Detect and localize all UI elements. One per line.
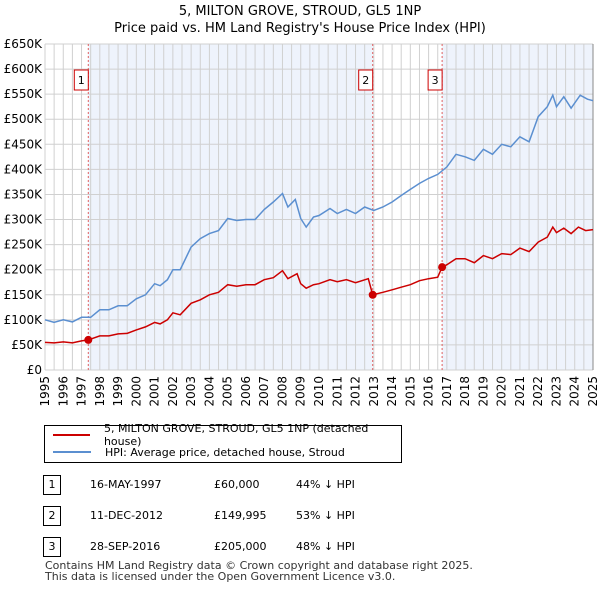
y-tick-label: £550K [4, 87, 44, 101]
y-tick-label: £200K [4, 263, 44, 277]
sale-label-1: 1 [78, 74, 85, 87]
sale-label-3: 3 [432, 74, 439, 87]
x-tick-label: 2022 [531, 376, 545, 407]
sale-price: £205,000 [214, 540, 267, 553]
x-tick-label: 2019 [476, 376, 490, 407]
x-tick-label: 2002 [166, 376, 180, 407]
sale-number-badge: 3 [43, 537, 61, 557]
x-tick-label: 2009 [294, 376, 308, 407]
x-tick-label: 2010 [312, 376, 326, 407]
sale-hpi-diff: 44% ↓ HPI [296, 478, 355, 491]
table-row: 2 11-DEC-2012 £149,995 53% ↓ HPI [0, 506, 600, 526]
legend-label-property: 5, MILTON GROVE, STROUD, GL5 1NP (detach… [103, 422, 369, 448]
sale-label-2: 2 [362, 74, 369, 87]
sale-label-box-2 [358, 69, 374, 91]
legend-item-property: 5, MILTON GROVE, STROUD, GL5 1NP (detach… [53, 422, 401, 448]
y-tick-label: £250K [4, 238, 44, 252]
sale-date: 28-SEP-2016 [90, 540, 161, 553]
sale-number-badge: 2 [43, 506, 61, 526]
x-tick-label: 2015 [403, 376, 417, 407]
x-tick-label: 2021 [513, 376, 527, 407]
legend-swatch-hpi [53, 451, 91, 453]
sale-date: 11-DEC-2012 [90, 509, 164, 522]
legend-swatch-property [53, 434, 90, 436]
shaded-period-3 [442, 44, 593, 370]
footer-copyright: Contains HM Land Registry data © Crown c… [45, 559, 473, 572]
x-tick-label: 2013 [367, 376, 381, 407]
x-tick-label: 1996 [56, 376, 70, 407]
sale-price: £60,000 [214, 478, 260, 491]
sale-number-badge: 1 [43, 475, 61, 495]
sale-point-1 [84, 335, 93, 344]
x-tick-label: 1998 [93, 376, 107, 407]
x-tick-label: 2023 [549, 376, 563, 407]
sale-label-box-1 [73, 69, 89, 91]
sale-point-3 [438, 263, 447, 272]
y-tick-label: £100K [4, 313, 44, 327]
x-tick-label: 2011 [330, 376, 344, 407]
y-tick-label: £450K [4, 137, 44, 151]
sale-label-box-3 [427, 69, 443, 91]
table-row: 3 28-SEP-2016 £205,000 48% ↓ HPI [0, 537, 600, 557]
y-tick-label: £150K [4, 288, 44, 302]
y-tick-label: £500K [4, 112, 44, 126]
sale-date: 16-MAY-1997 [90, 478, 162, 491]
chart-title-line1: 5, MILTON GROVE, STROUD, GL5 1NP [178, 4, 422, 19]
shaded-period-1 [88, 44, 373, 370]
sale-hpi-diff: 48% ↓ HPI [296, 540, 355, 553]
sale-hpi-diff: 53% ↓ HPI [296, 509, 355, 522]
property-price-line [44, 225, 594, 344]
y-tick-label: £50K [11, 338, 43, 352]
y-tick-label: £650K [4, 37, 44, 51]
x-tick-label: 2003 [184, 376, 198, 407]
legend: 5, MILTON GROVE, STROUD, GL5 1NP (detach… [44, 422, 402, 463]
x-tick-label: 1995 [38, 376, 52, 407]
y-tick-label: £350K [4, 187, 44, 201]
x-tick-label: 2025 [586, 376, 600, 407]
chart-title-line2: Price paid vs. HM Land Registry's House … [114, 21, 486, 36]
x-tick-label: 2018 [458, 376, 472, 407]
x-tick-label: 2016 [422, 376, 436, 407]
x-tick-label: 2001 [148, 376, 162, 407]
x-tick-label: 2005 [221, 376, 235, 407]
x-tick-label: 1997 [75, 376, 89, 407]
y-tick-label: £400K [4, 162, 44, 176]
x-tick-label: 2014 [385, 376, 399, 407]
x-tick-label: 2007 [257, 376, 271, 407]
footer-licence: This data is licensed under the Open Gov… [45, 570, 396, 583]
x-tick-label: 2008 [275, 376, 289, 407]
x-tick-label: 1999 [111, 376, 125, 407]
y-tick-label: £600K [4, 62, 44, 76]
hpi-line [44, 93, 594, 324]
x-tick-label: 2020 [495, 376, 509, 407]
legend-label-hpi: HPI: Average price, detached house, Stro… [105, 445, 345, 459]
x-tick-label: 2006 [239, 376, 253, 407]
sale-price: £149,995 [214, 509, 267, 522]
footer: Contains HM Land Registry data © Crown c… [45, 560, 473, 582]
x-tick-label: 2004 [202, 376, 216, 407]
y-tick-label: £300K [4, 213, 44, 227]
y-tick-label: £0 [27, 363, 42, 377]
x-tick-label: 2000 [129, 376, 143, 407]
x-tick-label: 2024 [568, 376, 582, 407]
sale-point-2 [368, 290, 377, 299]
price-chart: £0 £50K £100K £150K £200K £250K £300K £350K £400… [4, 37, 600, 407]
x-tick-label: 2017 [440, 376, 454, 407]
table-row: 1 16-MAY-1997 £60,000 44% ↓ HPI [0, 475, 600, 495]
legend-item-hpi: HPI: Average price, detached house, Stro… [53, 444, 345, 460]
x-tick-label: 2012 [349, 376, 363, 407]
